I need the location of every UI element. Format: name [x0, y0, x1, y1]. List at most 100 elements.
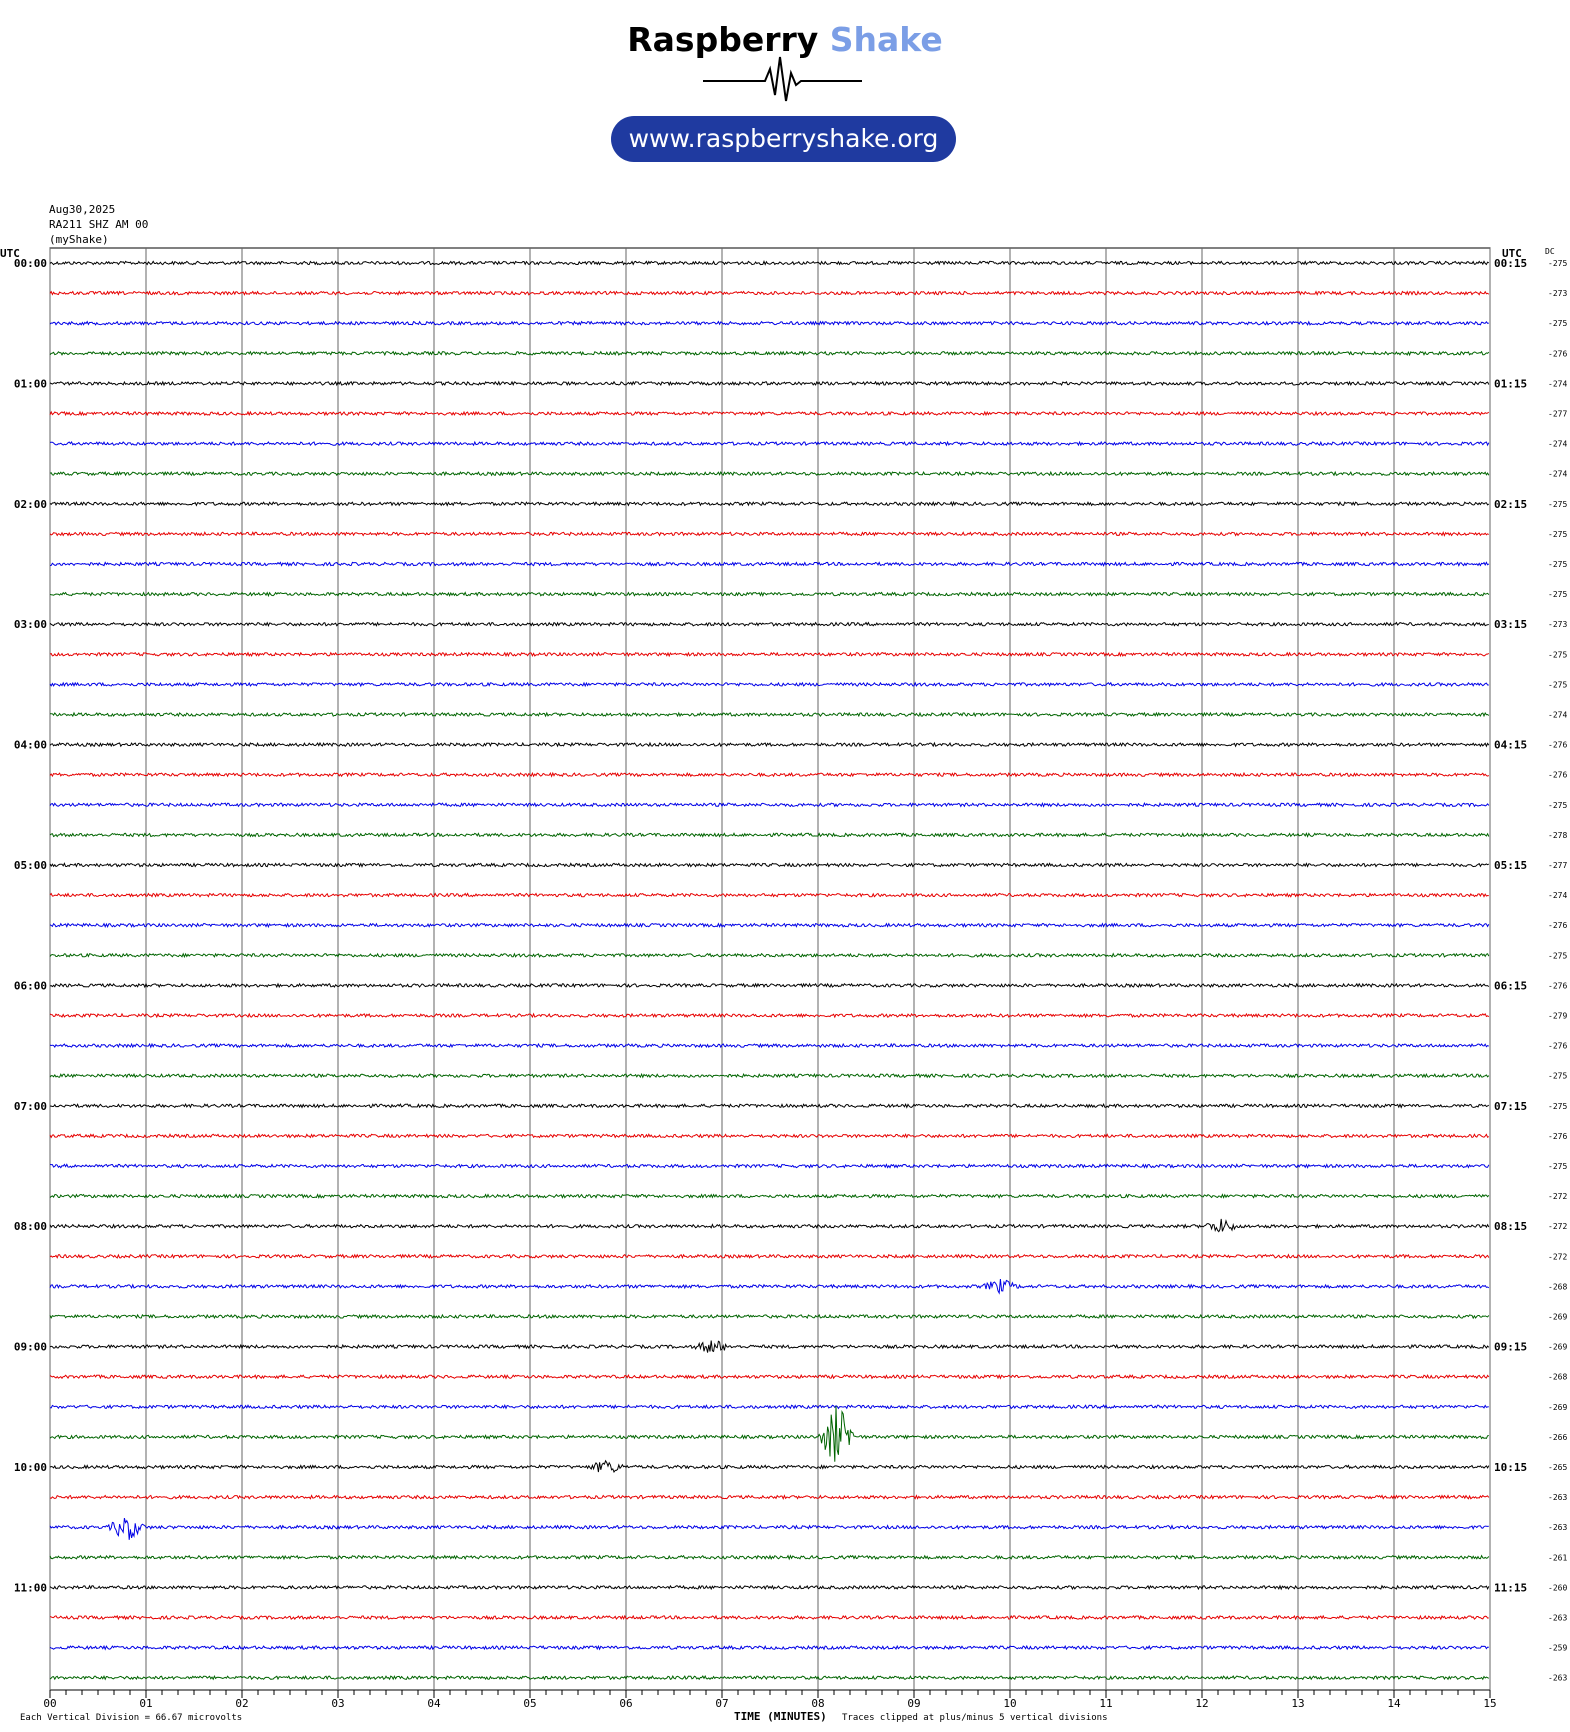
trace-line [49, 982, 1490, 989]
hour-label-right: 00:15 [1494, 257, 1527, 270]
hour-label-right: 05:15 [1494, 859, 1527, 872]
dc-offset-label: -274 [1548, 711, 1567, 720]
dc-offset-label: -274 [1548, 440, 1567, 449]
dc-offset-label: -275 [1548, 500, 1567, 509]
dc-offset-label: -266 [1548, 1433, 1567, 1442]
dc-offset-label: -276 [1548, 981, 1567, 990]
trace-line [49, 380, 1490, 387]
dc-offset-label: -276 [1548, 1042, 1567, 1051]
dc-offset-label: -259 [1548, 1644, 1567, 1653]
brand-name: Raspberry Shake [0, 20, 1570, 59]
x-tick-label: 02 [235, 1697, 248, 1710]
hour-label-right: 02:15 [1494, 498, 1527, 511]
x-tick-label: 09 [907, 1697, 920, 1710]
trace-line [49, 801, 1490, 808]
trace-line [49, 1102, 1490, 1109]
trace-line [49, 1584, 1490, 1591]
trace-line [49, 1012, 1490, 1019]
x-tick-label: 01 [139, 1697, 152, 1710]
dc-offset-label: -274 [1548, 891, 1567, 900]
trace-line [49, 621, 1489, 627]
trace-line [49, 1253, 1490, 1260]
trace-line [49, 1313, 1490, 1320]
trace-line [49, 651, 1490, 658]
trace-line [49, 1674, 1490, 1681]
dc-offset-label: -263 [1548, 1674, 1567, 1683]
dc-offset-label: -275 [1548, 1102, 1567, 1111]
trace-line [49, 681, 1489, 688]
trace-line [49, 832, 1490, 838]
trace-line [49, 260, 1490, 266]
dc-offset-label: -261 [1548, 1553, 1567, 1562]
dc-offset-label: -274 [1548, 470, 1567, 479]
dc-offset-label: -275 [1548, 801, 1567, 810]
dc-offset-label: -260 [1548, 1583, 1567, 1592]
hour-label-left: 01:00 [14, 377, 47, 390]
hour-label-left: 08:00 [14, 1220, 47, 1233]
utc-left-label: UTC [0, 247, 20, 260]
hour-label-left: 11:00 [14, 1581, 47, 1594]
dc-offset-label: -263 [1548, 1523, 1567, 1532]
dc-offset-label: -276 [1548, 771, 1567, 780]
hour-label-right: 01:15 [1494, 377, 1527, 390]
trace-line [49, 1459, 1490, 1474]
trace-line [49, 1404, 1489, 1410]
dc-offset-label: -269 [1548, 1403, 1567, 1412]
brand-name-part2: Shake [829, 20, 943, 59]
hour-label-right: 04:15 [1494, 739, 1527, 752]
hour-label-right: 10:15 [1494, 1461, 1527, 1474]
hour-label-left: 07:00 [14, 1100, 47, 1113]
dc-offset-label: -275 [1548, 650, 1567, 659]
hour-label-right: 07:15 [1494, 1100, 1527, 1113]
hour-label-left: 05:00 [14, 859, 47, 872]
dc-offset-label: -277 [1548, 861, 1567, 870]
hour-label-right: 03:15 [1494, 618, 1527, 631]
dc-label: DC [1545, 247, 1555, 256]
hour-label-left: 02:00 [14, 498, 47, 511]
trace-line [49, 561, 1490, 567]
division-note: Each Vertical Division = 66.67 microvolt… [20, 1713, 243, 1723]
station-label: RA211 SHZ AM 00 [49, 218, 149, 231]
clip-note: Traces clipped at plus/minus 5 vertical … [842, 1713, 1108, 1723]
hour-label-right: 08:15 [1494, 1220, 1527, 1233]
trace-line [49, 410, 1490, 417]
x-tick-label: 00 [43, 1697, 56, 1710]
dc-offset-label: -274 [1548, 379, 1567, 388]
trace-line [49, 922, 1490, 929]
dc-offset-label: -263 [1548, 1614, 1567, 1623]
dc-offset-label: -275 [1548, 560, 1567, 569]
dc-offset-label: -268 [1548, 1282, 1567, 1291]
dc-offset-label: -278 [1548, 831, 1567, 840]
dc-offset-label: -272 [1548, 1222, 1567, 1231]
dc-offset-label: -275 [1548, 680, 1567, 689]
x-axis-title: TIME (MINUTES) [734, 1710, 827, 1723]
trace-line [49, 892, 1489, 898]
trace-line [49, 1554, 1490, 1561]
x-tick-label: 03 [331, 1697, 344, 1710]
trace-line [49, 1133, 1490, 1139]
x-tick-label: 07 [715, 1697, 728, 1710]
dc-offset-label: -276 [1548, 741, 1567, 750]
trace-line [49, 350, 1490, 357]
trace-line [49, 320, 1489, 326]
x-tick-label: 14 [1387, 1697, 1401, 1710]
dc-offset-label: -263 [1548, 1493, 1567, 1502]
trace-line [49, 771, 1490, 778]
dc-offset-label: -273 [1548, 289, 1567, 298]
trace-line [49, 500, 1490, 507]
dc-offset-label: -275 [1548, 319, 1567, 328]
trace-line [49, 1193, 1490, 1199]
date-label: Aug30,2025 [49, 203, 116, 216]
hour-label-left: 10:00 [14, 1461, 47, 1474]
dc-offset-label: -273 [1548, 620, 1567, 629]
website-link[interactable]: www.raspberryshake.org [611, 116, 956, 162]
dc-offset-label: -265 [1548, 1463, 1567, 1472]
trace-line [49, 1042, 1490, 1049]
trace-line [49, 1373, 1490, 1380]
trace-line [49, 591, 1490, 598]
utc-right-label: UTC [1502, 247, 1522, 260]
hour-label-left: 06:00 [14, 979, 47, 992]
hour-label-left: 04:00 [14, 739, 47, 752]
dc-offset-label: -272 [1548, 1192, 1567, 1201]
